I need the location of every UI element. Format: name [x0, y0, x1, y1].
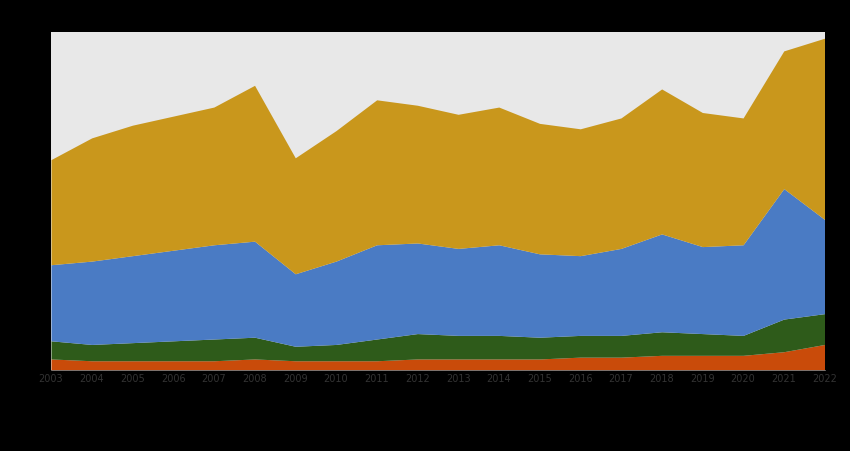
- Legend: Concrete, Steel, Lumber, Asphalt: Concrete, Steel, Lumber, Asphalt: [248, 448, 627, 451]
- Title: Prices of Key Construction Commodities: Prices of Key Construction Commodities: [285, 11, 591, 26]
